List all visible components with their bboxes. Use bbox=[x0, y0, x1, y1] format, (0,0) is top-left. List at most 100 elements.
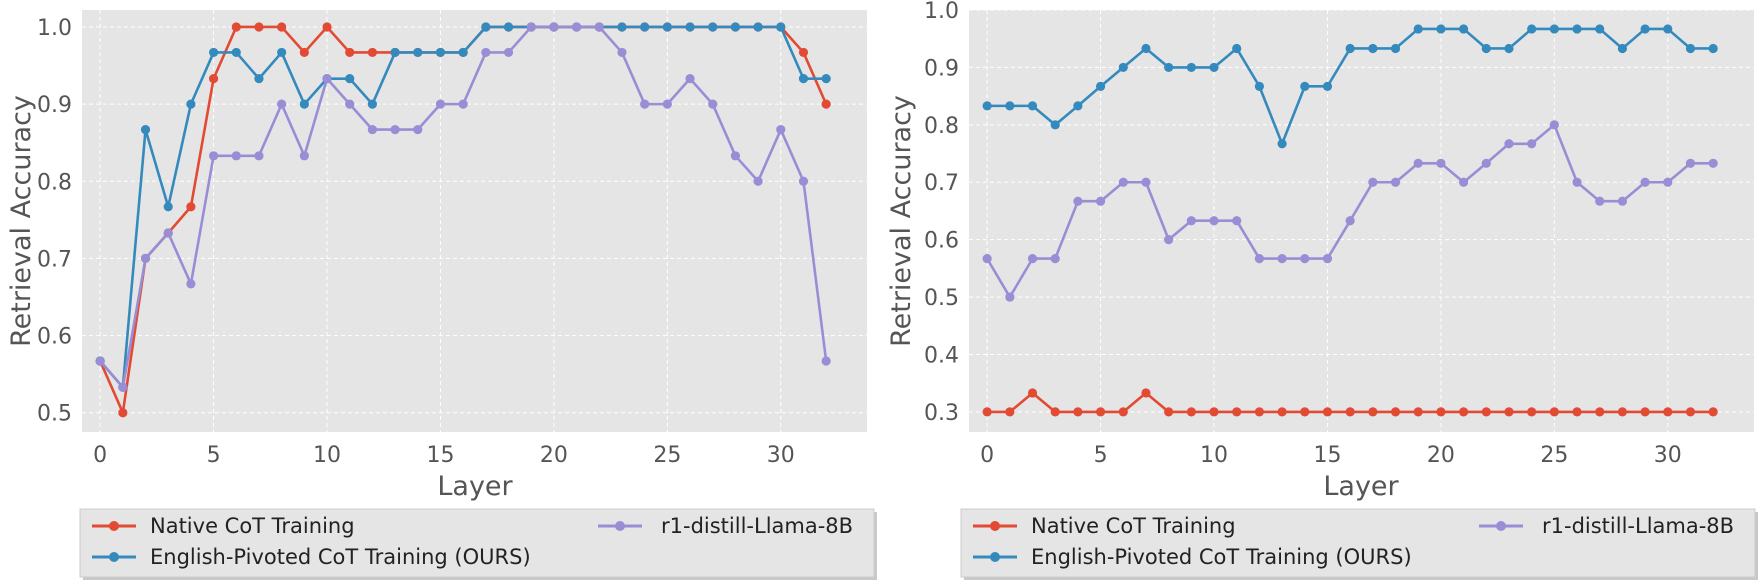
data-point-english-pivoted bbox=[1095, 81, 1106, 91]
data-point-english-pivoted bbox=[1640, 24, 1650, 34]
data-point-english-pivoted bbox=[1504, 43, 1514, 54]
data-point-r1-distill bbox=[345, 99, 355, 109]
data-point-r1-distill bbox=[299, 151, 309, 161]
data-point-native bbox=[1572, 407, 1582, 417]
data-point-r1-distill bbox=[413, 124, 423, 135]
data-point-r1-distill bbox=[1027, 254, 1038, 264]
data-point-english-pivoted bbox=[1458, 24, 1469, 34]
data-point-english-pivoted bbox=[1254, 81, 1265, 91]
data-point-english-pivoted bbox=[685, 22, 695, 32]
data-point-english-pivoted bbox=[1549, 24, 1559, 34]
legend-marker-native bbox=[990, 521, 1000, 531]
data-point-r1-distill bbox=[798, 176, 809, 186]
y-tick-label: 1.0 bbox=[37, 16, 72, 41]
x-tick-label: 5 bbox=[207, 443, 221, 468]
series-native bbox=[982, 388, 1718, 417]
data-point-r1-distill bbox=[1685, 158, 1696, 168]
data-point-native bbox=[1595, 407, 1605, 417]
data-point-r1-distill bbox=[503, 47, 514, 58]
data-point-english-pivoted bbox=[390, 47, 400, 58]
data-point-r1-distill bbox=[1549, 120, 1559, 130]
data-point-english-pivoted bbox=[481, 22, 491, 32]
data-point-native bbox=[1527, 407, 1537, 417]
data-point-english-pivoted bbox=[1050, 120, 1060, 130]
data-point-r1-distill bbox=[1504, 139, 1514, 149]
data-point-native bbox=[1277, 407, 1287, 417]
data-point-native bbox=[1663, 407, 1673, 417]
data-point-english-pivoted bbox=[1118, 62, 1128, 73]
data-point-native bbox=[1209, 407, 1219, 417]
data-point-native bbox=[1640, 407, 1650, 417]
data-point-native bbox=[1005, 407, 1015, 417]
data-point-english-pivoted bbox=[1572, 24, 1582, 34]
data-point-english-pivoted bbox=[435, 47, 446, 58]
x-tick-label: 0 bbox=[93, 443, 107, 468]
y-tick-label: 0.8 bbox=[924, 114, 959, 139]
data-point-english-pivoted bbox=[458, 47, 468, 58]
series-layer bbox=[95, 22, 831, 418]
series-english-pivoted bbox=[982, 24, 1718, 149]
chart-left: 0.5 0.6 0.7 0.8 0.9 1.0 0 5 10 15 20 25 … bbox=[6, 10, 877, 580]
y-tick-label: 0.6 bbox=[924, 229, 959, 254]
data-point-r1-distill bbox=[1322, 254, 1333, 264]
y-tick-label: 0.5 bbox=[37, 402, 72, 427]
data-point-r1-distill bbox=[208, 151, 219, 161]
data-point-r1-distill bbox=[322, 74, 332, 84]
x-axis-title: Layer bbox=[437, 471, 513, 502]
data-point-r1-distill bbox=[617, 47, 627, 58]
series-r1-distill bbox=[95, 22, 831, 392]
data-point-native bbox=[322, 22, 332, 32]
data-point-r1-distill bbox=[526, 22, 536, 32]
data-point-english-pivoted bbox=[1413, 24, 1423, 34]
legend-label-english-pivoted: English-Pivoted CoT Training (OURS) bbox=[150, 545, 531, 569]
data-point-r1-distill bbox=[640, 99, 650, 109]
data-point-english-pivoted bbox=[662, 22, 672, 32]
data-point-r1-distill bbox=[662, 99, 672, 109]
data-point-r1-distill bbox=[1141, 177, 1151, 187]
data-point-native bbox=[186, 202, 196, 212]
data-point-native bbox=[1322, 407, 1333, 417]
x-tick-label: 30 bbox=[1654, 443, 1682, 468]
data-point-r1-distill bbox=[1595, 196, 1605, 206]
data-point-r1-distill bbox=[1413, 158, 1423, 168]
data-point-r1-distill bbox=[1186, 216, 1196, 226]
data-point-r1-distill bbox=[821, 356, 831, 366]
data-point-r1-distill bbox=[390, 124, 400, 135]
data-point-r1-distill bbox=[571, 22, 582, 32]
data-point-english-pivoted bbox=[1232, 43, 1242, 54]
data-point-native bbox=[1458, 407, 1469, 417]
data-point-native bbox=[1549, 407, 1559, 417]
data-point-native bbox=[1073, 407, 1083, 417]
data-point-english-pivoted bbox=[1390, 43, 1401, 54]
y-tick-label: 0.3 bbox=[924, 401, 959, 426]
data-point-english-pivoted bbox=[1708, 43, 1718, 54]
data-point-r1-distill bbox=[95, 356, 105, 366]
data-point-r1-distill bbox=[982, 254, 992, 264]
data-point-r1-distill bbox=[163, 228, 173, 238]
data-point-r1-distill bbox=[1640, 177, 1650, 187]
data-point-english-pivoted bbox=[776, 22, 786, 32]
data-point-r1-distill bbox=[1436, 158, 1446, 168]
x-tick-label: 10 bbox=[313, 443, 341, 468]
data-point-english-pivoted bbox=[1209, 62, 1219, 73]
data-point-r1-distill bbox=[685, 74, 695, 84]
data-point-r1-distill bbox=[1095, 196, 1106, 206]
x-tick-label: 20 bbox=[1427, 443, 1455, 468]
data-point-english-pivoted bbox=[1663, 24, 1673, 34]
data-point-r1-distill bbox=[367, 124, 378, 135]
data-point-english-pivoted bbox=[1617, 43, 1628, 54]
data-point-english-pivoted bbox=[186, 99, 196, 109]
data-point-native bbox=[345, 47, 355, 58]
y-tick-label: 0.9 bbox=[37, 93, 72, 118]
data-point-native bbox=[1118, 407, 1128, 417]
data-point-english-pivoted bbox=[753, 22, 763, 32]
data-point-r1-distill bbox=[1209, 216, 1219, 226]
legend-label-native: Native CoT Training bbox=[150, 514, 355, 538]
data-point-native bbox=[208, 74, 219, 84]
data-point-native bbox=[982, 407, 992, 417]
data-point-native bbox=[118, 408, 128, 418]
x-tick-label: 25 bbox=[653, 443, 681, 468]
data-point-english-pivoted bbox=[277, 47, 287, 58]
data-point-english-pivoted bbox=[1527, 24, 1537, 34]
data-point-r1-distill bbox=[435, 99, 446, 109]
